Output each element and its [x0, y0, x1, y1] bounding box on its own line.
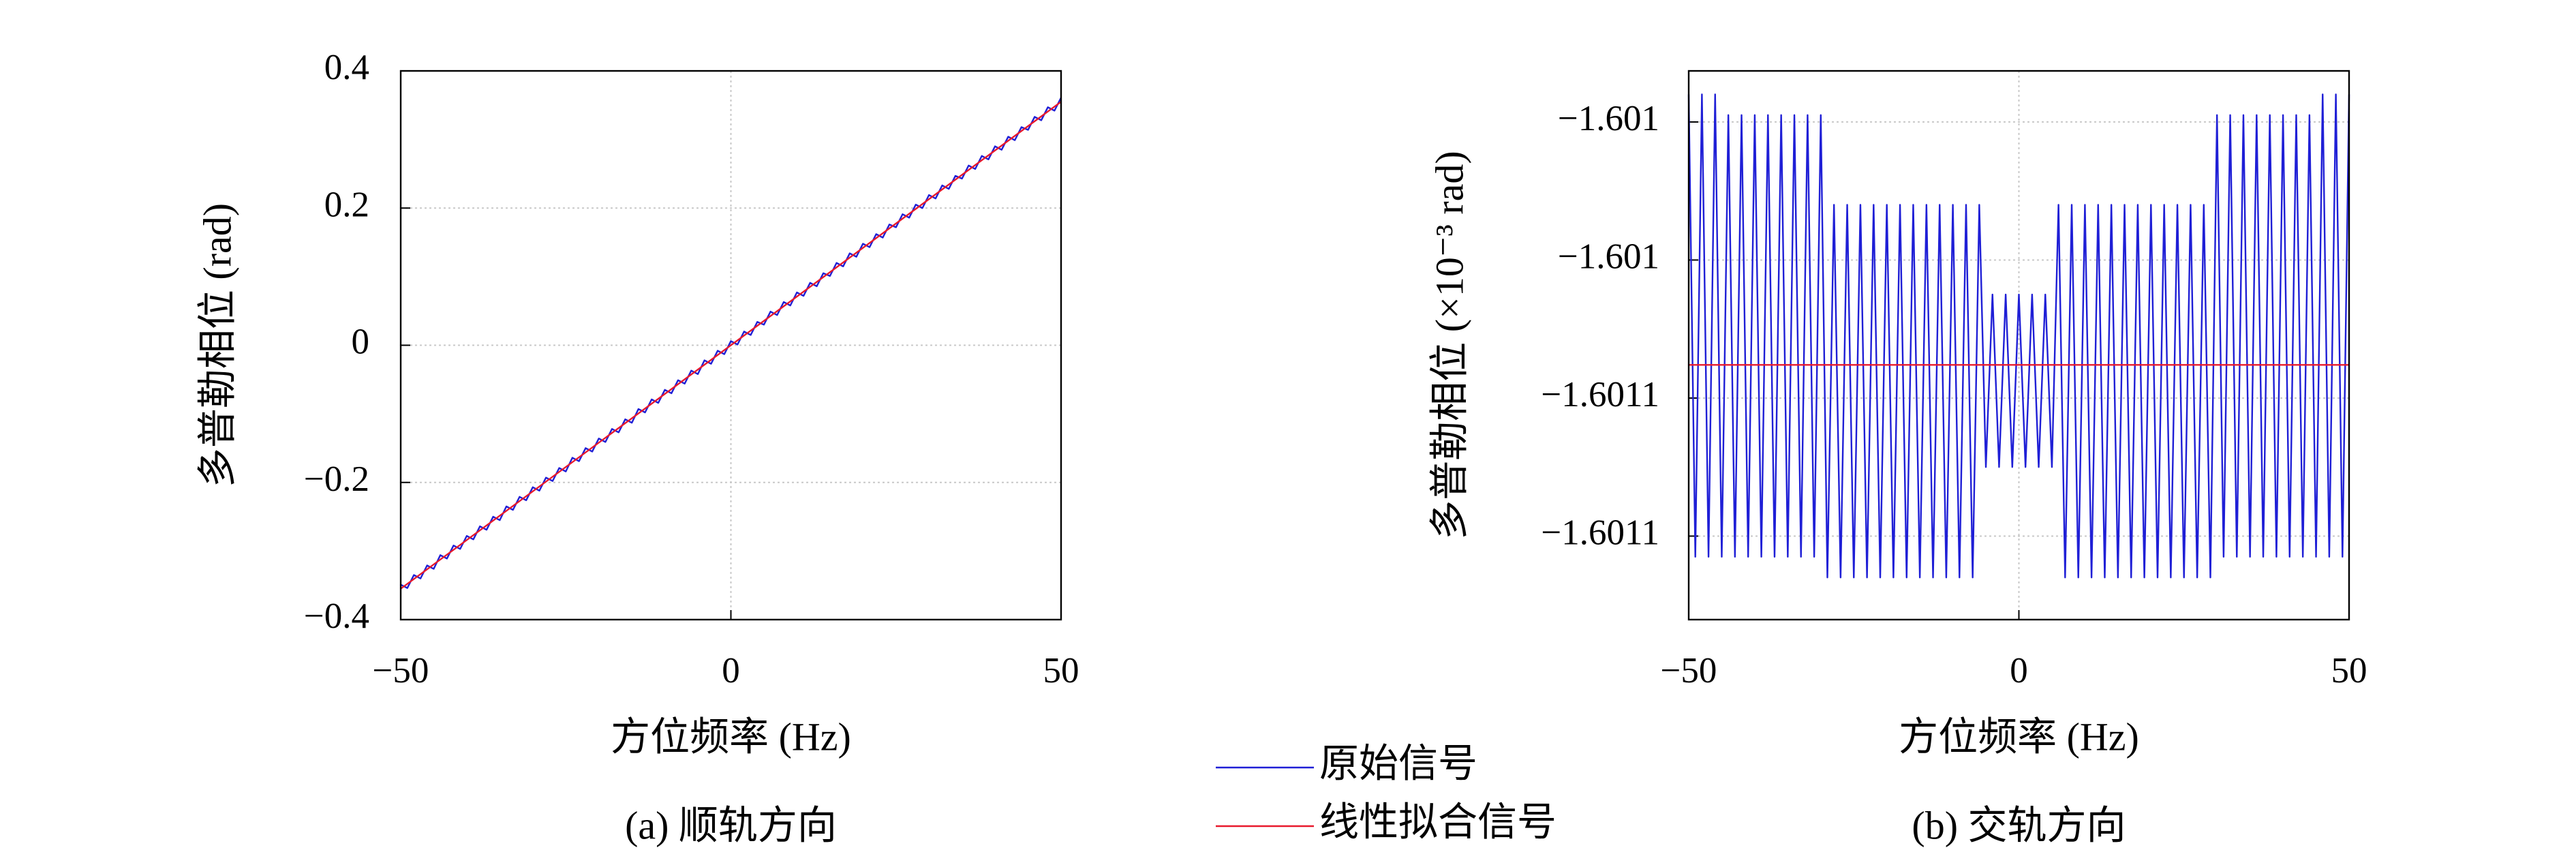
- plot-frame: [399, 70, 1062, 621]
- y-tick-label: 0.2: [324, 185, 369, 224]
- y-tick-label: −1.6011: [1541, 513, 1659, 553]
- x-axis-label: 方位频率 (Hz): [1899, 714, 2139, 759]
- y-tick-label: −1.601: [1558, 237, 1659, 277]
- y-tick-label: 0: [352, 322, 370, 362]
- data-line: [1687, 93, 2350, 579]
- x-tick-label: −50: [373, 651, 429, 691]
- x-axis-label: 方位频率 (Hz): [611, 714, 851, 759]
- x-tick-label: −50: [1661, 651, 1717, 691]
- y-tick-label: −0.4: [304, 596, 369, 636]
- legend-label: 原始信号: [1319, 741, 1477, 785]
- x-tick-label: 0: [722, 651, 740, 691]
- y-tick-label: −0.2: [304, 459, 369, 499]
- x-tick-label: 50: [1043, 651, 1079, 691]
- legend-label: 线性拟合信号: [1319, 800, 1557, 844]
- caption: (a) 顺轨方向: [625, 803, 837, 847]
- y-axis-label: 多普勒相位 (×10⁻³ rad): [1427, 151, 1471, 539]
- y-tick-label: −1.6011: [1541, 375, 1659, 414]
- x-tick-label: 50: [2331, 651, 2367, 691]
- y-axis-label: 多普勒相位 (rad): [195, 203, 239, 487]
- data-line: [400, 97, 1062, 589]
- caption: (b) 交轨方向: [1912, 803, 2126, 847]
- data-line: [400, 101, 1062, 590]
- y-tick-label: −1.601: [1558, 99, 1659, 138]
- y-tick-label: 0.4: [324, 48, 369, 87]
- plot-frame: [1687, 70, 2350, 621]
- x-tick-label: 0: [2010, 651, 2028, 691]
